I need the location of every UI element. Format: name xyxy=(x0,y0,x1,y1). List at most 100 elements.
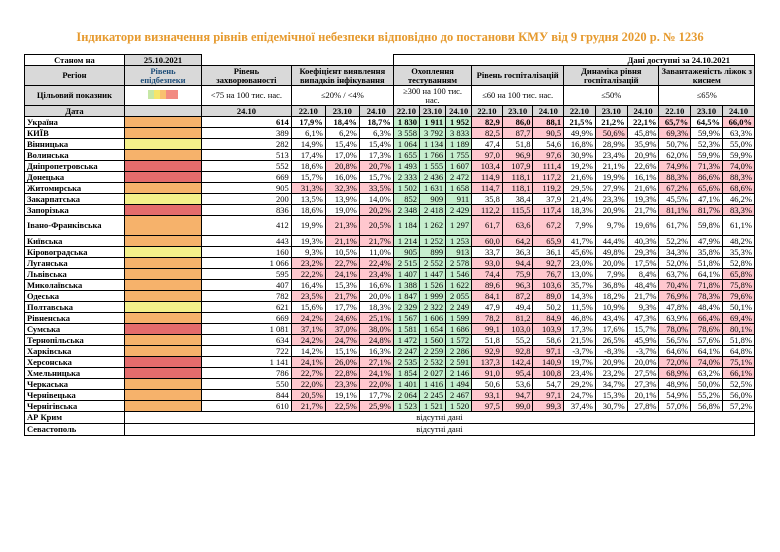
table-row: Київська 443 19,3% 21,1% 21,7% 1 214 1 252 1 25… xyxy=(24,235,755,247)
indicator-table-container: Станом на 25.10.2021 Дані доступні за 24… xyxy=(24,54,756,436)
load-value: 57,2% xyxy=(722,400,755,412)
hosp-value: 53,6 xyxy=(501,378,534,390)
hosp-value: 97,1 xyxy=(532,389,565,401)
coef-value: 15,7% xyxy=(358,171,394,183)
coef-value: 24,1% xyxy=(324,268,360,280)
date-dyn-3: 24.10 xyxy=(626,105,660,117)
load-value: 59,9% xyxy=(722,149,755,161)
load-value: 61,7% xyxy=(658,215,692,236)
coef-value: 20,5% xyxy=(358,215,394,236)
coef-value: 20,5% xyxy=(290,389,326,401)
coef-value: 24,7% xyxy=(324,334,360,346)
dyn-value: 34,7% xyxy=(594,378,628,390)
dyn-value: 8,4% xyxy=(626,268,660,280)
dyn-value: 29,3% xyxy=(626,246,660,258)
coverage-value: 3 833 xyxy=(445,127,473,139)
region-name: Черкаська xyxy=(24,378,125,390)
hosp-value: 87,7 xyxy=(501,127,534,139)
load-value: 56,0% xyxy=(722,389,755,401)
hosp-value: 84,1 xyxy=(471,290,503,302)
region-name: Львівська xyxy=(24,268,125,280)
coef-value: 6,3% xyxy=(358,127,394,139)
dyn-value: 27,8% xyxy=(626,400,660,412)
coef-value: 13,9% xyxy=(324,193,360,205)
dyn-value: 20,0% xyxy=(594,257,628,269)
epid-level-cell xyxy=(123,235,203,247)
region-name: Луганська xyxy=(24,257,125,269)
date-cov-2: 23.10 xyxy=(418,105,447,117)
legend-gradient-swatches xyxy=(147,90,178,101)
dyn-value: 16,8% xyxy=(563,138,596,150)
coef-value: 20,2% xyxy=(358,204,394,216)
coverage-value: 2 418 xyxy=(418,204,447,216)
coef-value: 24,8% xyxy=(358,334,394,346)
hosp-value: 97,6 xyxy=(532,149,565,161)
load-value: 55,0% xyxy=(722,138,755,150)
region-name: Херсонська xyxy=(24,356,125,368)
load-value: 78,0% xyxy=(658,323,692,335)
dyn-value: 13,0% xyxy=(563,268,596,280)
dyn-value: 43,4% xyxy=(594,312,628,324)
load-value: 45,5% xyxy=(658,193,692,205)
load-value: 47,1% xyxy=(690,193,723,205)
table-row: Житомирська 905 31,3% 32,3% 33,5% 1 502 1 631 1… xyxy=(24,182,755,194)
region-name: Полтавська xyxy=(24,301,125,313)
load-value: 59,9% xyxy=(690,149,723,161)
morbidity-value: 550 xyxy=(201,378,292,390)
coverage-value: 1 854 xyxy=(392,367,420,379)
status-date: 25.10.2021 xyxy=(123,54,203,66)
region-name: Севастополь xyxy=(24,423,125,436)
target-label: Цільовий показник xyxy=(24,85,125,106)
dyn-value: 7,9% xyxy=(594,268,628,280)
hosp-value: 96,3 xyxy=(501,279,534,291)
region-name: Донецька xyxy=(24,171,125,183)
no-data-note: відсутні дані xyxy=(123,411,756,424)
hosp-value: 47,9 xyxy=(471,301,503,313)
coverage-value: 1 134 xyxy=(418,138,447,150)
coverage-value: 1 766 xyxy=(418,149,447,161)
table-row: Рівненська 669 24,2% 24,6% 25,1% 1 567 1 606 1 … xyxy=(24,312,755,324)
coef-value: 20,8% xyxy=(324,160,360,172)
morbidity-value: 722 xyxy=(201,345,292,357)
dyn-value: 19,9% xyxy=(594,171,628,183)
hosp-value: 97,5 xyxy=(471,400,503,412)
table-row: Львівська 595 22,2% 24,1% 23,4% 1 407 1 447 1 5… xyxy=(24,268,755,280)
load-value: 74,0% xyxy=(722,160,755,172)
load-value: 66,4% xyxy=(690,312,723,324)
hosp-value: 137,3 xyxy=(471,356,503,368)
coef-value: 17,3% xyxy=(358,149,394,161)
hosp-value: 35,8 xyxy=(471,193,503,205)
region-name: Миколаївська xyxy=(24,279,125,291)
hosp-value: 67,2 xyxy=(532,215,565,236)
hosp-value: 64,2 xyxy=(501,235,534,247)
load-value: 64,1% xyxy=(690,345,723,357)
hosp-value: 117,4 xyxy=(532,204,565,216)
epid-level-cell xyxy=(123,149,203,161)
coverage-value: 1 493 xyxy=(392,160,420,172)
epid-level-cell xyxy=(123,193,203,205)
region-name: Київська xyxy=(24,235,125,247)
epid-level-cell xyxy=(123,116,203,128)
indicator-table: Станом на 25.10.2021 Дані доступні за 24… xyxy=(24,54,756,436)
morbidity-value: 836 xyxy=(201,204,292,216)
dyn-value: 19,6% xyxy=(626,215,660,236)
hosp-value: 78,2 xyxy=(471,312,503,324)
morbidity-value: 614 xyxy=(201,116,292,128)
load-value: 46,2% xyxy=(722,193,755,205)
coef-value: 15,6% xyxy=(290,301,326,313)
load-value: 48,9% xyxy=(658,378,692,390)
hosp-value: 114,9 xyxy=(471,171,503,183)
coverage-value: 1 999 xyxy=(418,290,447,302)
coverage-value: 1 911 xyxy=(418,116,447,128)
coef-value: 22,7% xyxy=(324,257,360,269)
coef-value: 31,3% xyxy=(290,182,326,194)
dyn-value: 29,5% xyxy=(563,182,596,194)
dyn-value: 27,3% xyxy=(626,378,660,390)
hosp-value: 92,8 xyxy=(501,345,534,357)
hosp-value: 89,0 xyxy=(532,290,565,302)
region-name: Тернопільська xyxy=(24,334,125,346)
coef-value: 17,0% xyxy=(324,149,360,161)
dyn-value: 17,3% xyxy=(563,323,596,335)
dyn-value: 48,4% xyxy=(626,279,660,291)
coverage-value: 1 262 xyxy=(418,215,447,236)
